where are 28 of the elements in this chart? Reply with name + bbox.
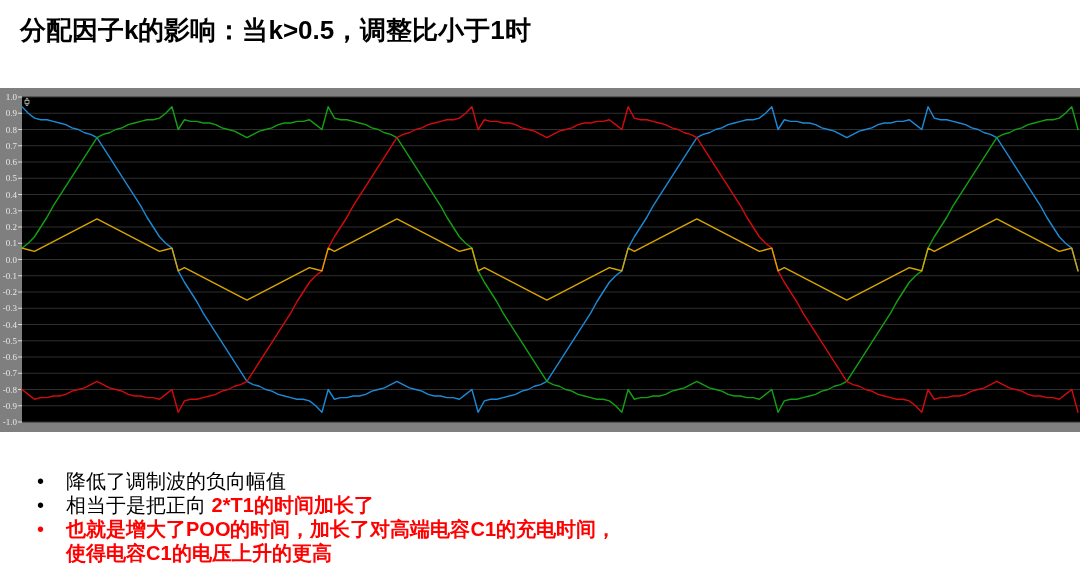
y-tick-label: -0.2 — [2, 287, 17, 297]
y-tick-label: 0.8 — [5, 124, 18, 135]
y-tick-label: -0.6 — [2, 352, 18, 362]
y-tick-label: -0.5 — [2, 335, 18, 346]
y-tick-label: -1.0 — [2, 417, 18, 427]
y-tick-label: -0.8 — [2, 384, 18, 395]
y-tick-label: 0.1 — [5, 238, 17, 249]
line-series — [21, 218, 1079, 301]
line-series — [21, 106, 1079, 413]
y-tick-label: 0.4 — [5, 189, 18, 200]
text: 2*T1的时间加长了 — [211, 494, 374, 516]
text: • 相当于是把正向 — [37, 493, 206, 517]
y-tick-label: 0.5 — [5, 173, 18, 184]
y-tick-label: 0.9 — [5, 108, 18, 119]
y-tick-label: 0.3 — [5, 205, 18, 216]
y-tick-label: -0.7 — [2, 368, 18, 379]
y-tick-label: 0.2 — [5, 222, 17, 232]
text: • 也就是增大了POO的时间，加长了对高端电容C1的充电时间，使得电容C1的电压上升的更高 — [37, 517, 617, 564]
y-tick-label: -0.1 — [2, 270, 17, 281]
y-tick-label: -0.3 — [2, 303, 18, 314]
text: • 降低了调制波的负向幅值 — [37, 469, 286, 493]
chart-title: 分配因子k的影响：当k>0.5，调整比小于1时 — [20, 14, 531, 47]
y-tick-label: 0.0 — [5, 254, 18, 265]
y-tick-label: -0.9 — [2, 400, 18, 411]
y-tick-label: 0.7 — [5, 140, 18, 151]
y-tick-label: 1.0 — [5, 92, 18, 102]
y-tick-label: -0.4 — [2, 319, 18, 330]
y-tick-label: 0.6 — [5, 157, 18, 167]
